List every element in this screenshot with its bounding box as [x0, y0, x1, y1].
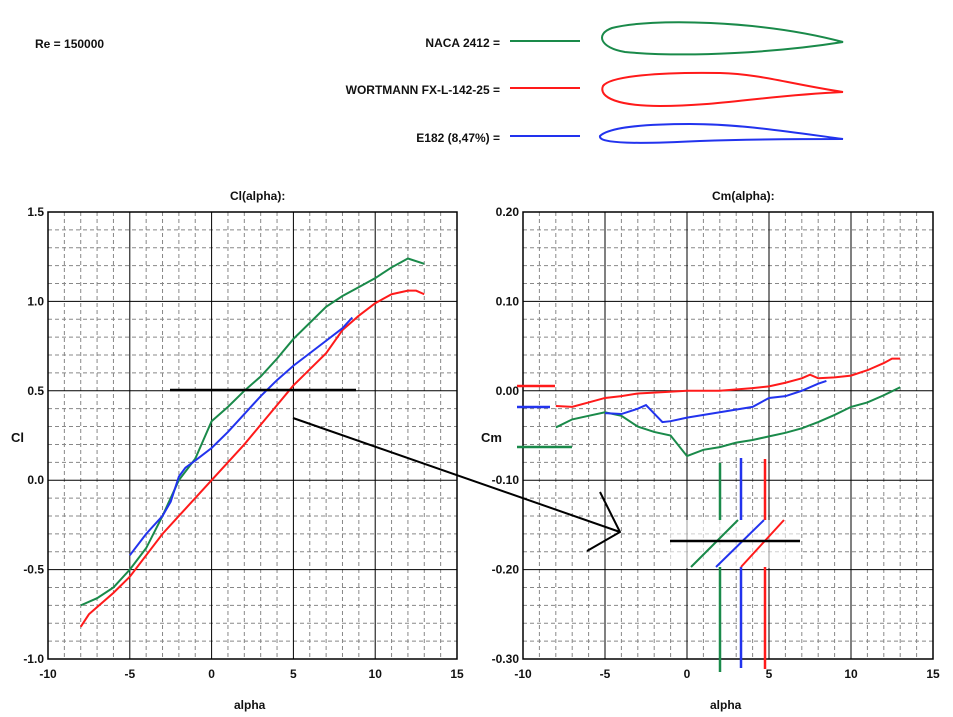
y-tick-label: 1.5: [27, 205, 44, 219]
y-tick-label: -1.0: [23, 652, 44, 666]
plot-frame: [47, 211, 458, 660]
y-tick-label: -0.5: [23, 563, 44, 577]
y-tick-label: -0.20: [492, 563, 520, 577]
x-tick-label: 5: [290, 667, 297, 681]
arrow-head-icon: [586, 491, 622, 552]
y-tick-label: 0.20: [496, 205, 520, 219]
annotations: [170, 384, 800, 672]
series-line-e182-8-47-: [604, 380, 827, 424]
x-tick-label: -5: [124, 667, 135, 681]
series-line-wortmann-fx-l-142-25: [555, 357, 901, 408]
x-tick-label: -10: [514, 667, 532, 681]
cm-chart-title: Cm(alpha):: [712, 189, 775, 203]
legend-label-naca: NACA 2412 =: [425, 36, 500, 50]
x-tick-label: -5: [600, 667, 611, 681]
x-tick-label: 15: [926, 667, 940, 681]
x-tick-label: 10: [369, 667, 383, 681]
x-tick-label: 0: [684, 667, 691, 681]
cl-chart-title: Cl(alpha):: [230, 189, 286, 203]
series-line-wortmann-fx-l-142-25: [79, 289, 425, 628]
series-line-e182-8-47-: [129, 316, 354, 556]
y-tick-label: 1.0: [27, 294, 44, 308]
legend-label-e182: E182 (8,47%) =: [416, 131, 500, 145]
plot-frame: [522, 211, 934, 660]
x-tick-label: 0: [208, 667, 215, 681]
airfoil-wortmann: [601, 71, 844, 108]
airfoil-naca-2412: [601, 21, 844, 56]
y-tick-label: 0.00: [496, 384, 520, 398]
x-tick-label: 10: [844, 667, 858, 681]
y-tick-label: -0.30: [492, 652, 520, 666]
y-tick-label: 0.0: [27, 473, 44, 487]
x-tick-label: 15: [450, 667, 464, 681]
arrow-icon: [292, 417, 621, 533]
cm-x-label: alpha: [710, 698, 742, 712]
reynolds-label: Re = 150000: [35, 37, 105, 51]
airfoil-e182: [599, 122, 844, 144]
x-tick-label: -10: [39, 667, 57, 681]
x-tick-label: 5: [766, 667, 773, 681]
legend-swatches: [510, 21, 844, 144]
inset-box: [670, 520, 800, 568]
cl-y-label: Cl: [11, 430, 24, 445]
y-tick-label: 0.5: [27, 384, 44, 398]
y-tick-label: 0.10: [496, 294, 520, 308]
legend-label-wortmann: WORTMANN FX-L-142-25 =: [345, 83, 500, 97]
cm-y-label: Cm: [481, 430, 502, 445]
cl-x-label: alpha: [234, 698, 266, 712]
y-tick-label: -0.10: [492, 473, 520, 487]
